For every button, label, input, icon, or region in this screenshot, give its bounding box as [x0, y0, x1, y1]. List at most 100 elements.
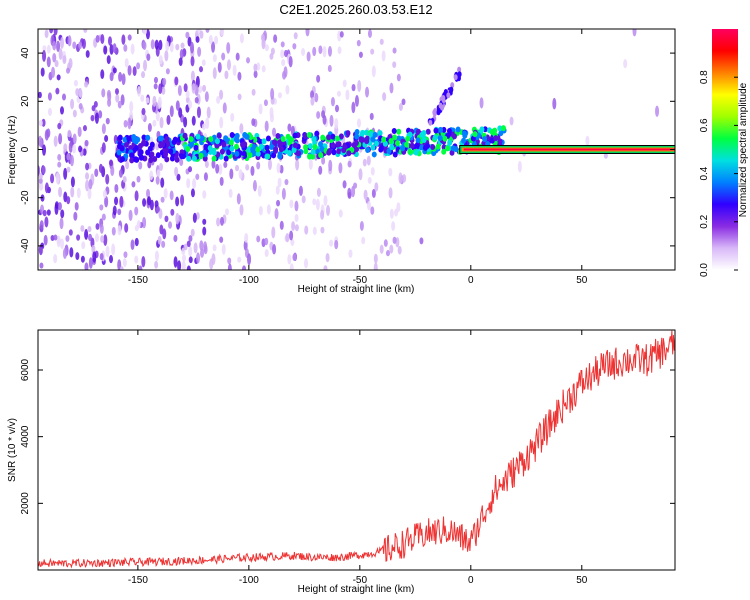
band-dot: [360, 129, 366, 136]
noise-dot: [39, 220, 44, 230]
noise-dot: [199, 240, 204, 251]
noise-dot: [173, 256, 178, 268]
noise-dot: [219, 216, 224, 226]
noise-dot: [99, 204, 104, 211]
band-dot: [319, 145, 325, 152]
noise-dot: [46, 128, 51, 138]
band-dot: [198, 152, 204, 159]
noise-dot: [363, 189, 368, 201]
noise-dot: [107, 36, 112, 46]
noise-dot: [84, 81, 89, 88]
noise-dot: [100, 69, 105, 80]
noise-dot: [153, 83, 158, 90]
noise-dot: [88, 178, 93, 190]
noise-dot: [318, 45, 323, 54]
band-dot: [338, 133, 344, 140]
noise-dot: [219, 116, 224, 129]
noise-dot: [351, 185, 356, 198]
band-dot: [409, 142, 415, 149]
noise-dot: [270, 47, 275, 55]
noise-dot: [175, 43, 180, 51]
band-dot: [455, 126, 461, 133]
noise-dot: [257, 185, 262, 197]
noise-dot: [141, 71, 146, 79]
band-dot: [307, 153, 313, 160]
noise-dot: [230, 112, 235, 122]
band-dot: [286, 150, 292, 157]
band-dot: [364, 138, 370, 145]
spectrogram-x-tick-label: -150: [128, 275, 148, 286]
noise-dot: [517, 160, 522, 173]
band-dot: [163, 151, 169, 158]
noise-dot: [273, 34, 278, 43]
band-dot: [128, 145, 134, 152]
noise-dot: [397, 245, 402, 255]
noise-dot: [371, 65, 376, 78]
band-dot: [372, 131, 378, 138]
band-dot: [307, 143, 313, 150]
noise-dot: [238, 168, 243, 180]
noise-dot: [136, 175, 141, 183]
noise-dot: [264, 237, 269, 246]
noise-dot: [105, 173, 110, 185]
band-dot: [141, 139, 147, 146]
band-dot: [421, 136, 427, 143]
noise-dot: [188, 235, 193, 242]
noise-dot: [42, 50, 47, 62]
band-dot: [346, 150, 352, 157]
noise-dot: [179, 158, 184, 167]
band-dot: [318, 152, 324, 159]
band-dot: [164, 136, 170, 143]
band-dot: [199, 135, 205, 142]
noise-dot: [149, 199, 154, 211]
band-dot: [433, 127, 439, 134]
band-dot: [425, 142, 431, 149]
noise-dot: [361, 236, 366, 245]
noise-dot: [109, 44, 114, 55]
noise-dot: [188, 100, 193, 109]
noise-dot: [181, 260, 186, 270]
noise-dot: [235, 164, 240, 172]
spectrogram-y-tick-label: -20: [20, 190, 31, 205]
snr-y-tick-label: 2000: [20, 492, 31, 515]
noise-dot: [320, 209, 325, 220]
noise-dot: [188, 166, 193, 173]
noise-dot: [158, 162, 163, 172]
band-dot: [246, 146, 252, 153]
noise-dot: [345, 89, 350, 101]
noise-dot: [98, 163, 103, 174]
noise-dot: [374, 182, 379, 192]
noise-dot: [154, 250, 159, 262]
noise-dot: [370, 206, 375, 215]
noise-dot: [173, 234, 178, 243]
noise-dot: [342, 79, 347, 88]
noise-dot: [185, 90, 190, 99]
noise-dot: [190, 56, 195, 67]
band-dot: [404, 141, 410, 148]
band-dot: [336, 148, 342, 155]
noise-dot: [49, 29, 54, 34]
noise-dot: [193, 242, 198, 254]
band-dot: [277, 151, 283, 158]
noise-dot: [155, 110, 160, 122]
noise-dot: [379, 244, 384, 254]
band-dot: [388, 138, 394, 145]
noise-dot: [90, 114, 95, 122]
noise-dot: [198, 66, 203, 73]
band-dot: [229, 131, 235, 138]
noise-dot: [275, 185, 280, 195]
noise-dot: [239, 123, 244, 134]
band-dot: [396, 128, 402, 135]
band-dot: [287, 136, 293, 143]
noise-dot: [162, 77, 167, 86]
noise-dot: [216, 217, 221, 227]
noise-dot: [208, 34, 213, 45]
noise-dot: [212, 54, 217, 63]
band-dot: [168, 148, 174, 155]
noise-dot: [251, 118, 256, 127]
colorbar-tick-label: 0.0: [699, 263, 710, 277]
noise-dot: [95, 223, 100, 230]
noise-dot: [253, 70, 258, 78]
spectrogram-y-tick-label: -40: [20, 238, 31, 253]
noise-dot: [258, 205, 263, 216]
